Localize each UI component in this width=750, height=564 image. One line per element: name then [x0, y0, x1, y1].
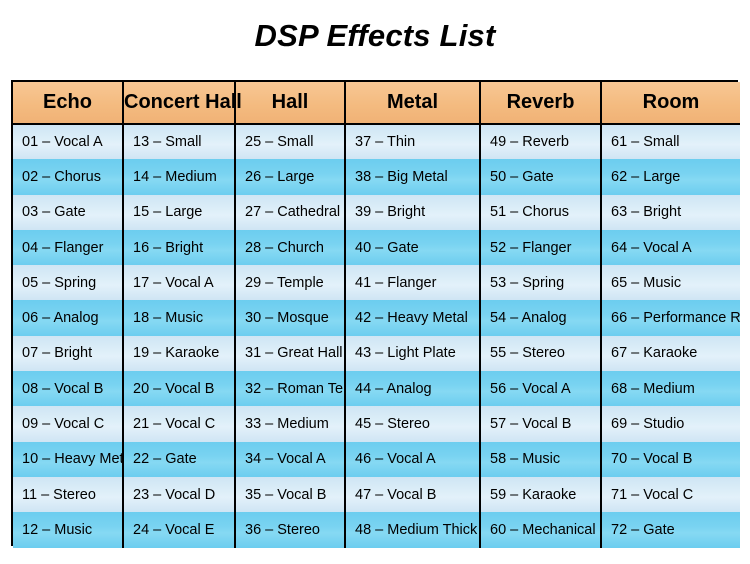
- effect-cell: 36 – Stereo: [234, 512, 345, 548]
- effect-cell: 10 – Heavy Metal: [13, 441, 123, 477]
- effect-cell: 62 – Large: [600, 159, 740, 195]
- table-row: 07 – Bright 19 – Karaoke 31 – Great Hall 43…: [13, 335, 740, 372]
- dsp-effects-table: Echo Concert Hall Hall Metal Reverb Room…: [13, 82, 740, 548]
- table-row: 02 – Chorus 14 – Medium 26 – Large 38 – Big…: [13, 159, 740, 195]
- effect-cell: 23 – Vocal D: [122, 476, 235, 513]
- effect-cell: 02 – Chorus: [13, 159, 123, 195]
- table-row: 11 – Stereo 23 – Vocal D 35 – Vocal B 47 – …: [13, 476, 740, 513]
- effect-cell: 69 – Studio: [600, 406, 740, 442]
- table-row: 01 – Vocal A 13 – Small 25 – Small 37 – Thi…: [13, 124, 740, 160]
- effect-cell: 26 – Large: [234, 159, 345, 195]
- effect-cell: 37 – Thin: [344, 124, 480, 160]
- effect-cell: 59 – Karaoke: [479, 476, 601, 513]
- effect-cell: 18 – Music: [122, 300, 235, 336]
- effect-cell: 24 – Vocal E: [122, 512, 235, 548]
- table-header: Echo Concert Hall Hall Metal Reverb Room: [13, 82, 740, 125]
- effect-cell: 20 – Vocal B: [122, 371, 235, 407]
- effect-cell: 41 – Flanger: [344, 265, 480, 301]
- effect-cell: 15 – Large: [122, 194, 235, 230]
- effect-cell: 61 – Small: [600, 124, 740, 160]
- effect-cell: 54 – Analog: [479, 300, 601, 336]
- effect-cell: 57 – Vocal B: [479, 406, 601, 442]
- effect-cell: 30 – Mosque: [234, 300, 345, 336]
- effect-cell: 22 – Gate: [122, 441, 235, 477]
- effect-cell: 64 – Vocal A: [600, 229, 740, 266]
- table-row: 09 – Vocal C 21 – Vocal C 33 – Medium 45 – …: [13, 406, 740, 442]
- effect-cell: 63 – Bright: [600, 194, 740, 230]
- effect-cell: 38 – Big Metal: [344, 159, 480, 195]
- effect-cell: 71 – Vocal C: [600, 476, 740, 513]
- effect-cell: 67 – Karaoke: [600, 335, 740, 372]
- table-row: 06 – Analog 18 – Music 30 – Mosque 42 – Hea…: [13, 300, 740, 336]
- effect-cell: 55 – Stereo: [479, 335, 601, 372]
- table-body: 01 – Vocal A 13 – Small 25 – Small 37 – Thi…: [13, 124, 740, 548]
- effect-cell: 06 – Analog: [13, 300, 123, 336]
- effect-cell: 09 – Vocal C: [13, 406, 123, 442]
- column-header-metal: Metal: [344, 82, 480, 125]
- effect-cell: 12 – Music: [13, 512, 123, 548]
- effect-cell: 17 – Vocal A: [122, 265, 235, 301]
- effect-cell: 19 – Karaoke: [122, 335, 235, 372]
- effect-cell: 44 – Analog: [344, 371, 480, 407]
- effect-cell: 27 – Cathedral: [234, 194, 345, 230]
- column-header-room: Room: [600, 82, 740, 125]
- effect-cell: 48 – Medium Thick: [344, 512, 480, 548]
- page-title: DSP Effects List: [254, 18, 496, 53]
- effect-cell: 25 – Small: [234, 124, 345, 160]
- effect-cell: 28 – Church: [234, 229, 345, 266]
- effect-cell: 03 – Gate: [13, 194, 123, 230]
- effect-cell: 47 – Vocal B: [344, 476, 480, 513]
- effect-cell: 46 – Vocal A: [344, 441, 480, 477]
- effect-cell: 42 – Heavy Metal: [344, 300, 480, 336]
- effect-cell: 39 – Bright: [344, 194, 480, 230]
- table-row: 03 – Gate 15 – Large 27 – Cathedral 39 – Br…: [13, 194, 740, 230]
- column-header-reverb: Reverb: [479, 82, 601, 125]
- effect-cell: 29 – Temple: [234, 265, 345, 301]
- effect-cell: 43 – Light Plate: [344, 335, 480, 372]
- effect-cell: 60 – Mechanical: [479, 512, 601, 548]
- effect-cell: 49 – Reverb: [479, 124, 601, 160]
- effect-cell: 16 – Bright: [122, 229, 235, 266]
- table-row: 08 – Vocal B20 – Vocal B32 – Roman Templ…: [13, 371, 740, 407]
- effect-cell: 35 – Vocal B: [234, 476, 345, 513]
- effect-cell: 51 – Chorus: [479, 194, 601, 230]
- effect-cell: 21 – Vocal C: [122, 406, 235, 442]
- effect-cell: 50 – Gate: [479, 159, 601, 195]
- effect-cell: 70 – Vocal B: [600, 441, 740, 477]
- effect-cell: 14 – Medium: [122, 159, 235, 195]
- effect-cell: 07 – Bright: [13, 335, 123, 372]
- effect-cell: 11 – Stereo: [13, 476, 123, 513]
- column-header-concert-hall: Concert Hall: [122, 82, 242, 125]
- effect-cell: 32 – Roman Temple: [234, 371, 345, 407]
- effect-cell: 40 – Gate: [344, 229, 480, 266]
- effect-cell: 33 – Medium: [234, 406, 345, 442]
- effect-cell: 66 – Performance Room: [600, 300, 740, 336]
- effect-cell: 45 – Stereo: [344, 406, 480, 442]
- effect-cell: 58 – Music: [479, 441, 601, 477]
- effect-cell: 56 – Vocal A: [479, 371, 601, 407]
- effect-cell: 05 – Spring: [13, 265, 123, 301]
- effect-cell: 65 – Music: [600, 265, 740, 301]
- effect-cell: 53 – Spring: [479, 265, 601, 301]
- table-header-row: Echo Concert Hall Hall Metal Reverb Room: [13, 82, 740, 125]
- column-header-echo: Echo: [13, 82, 123, 125]
- effect-cell: 04 – Flanger: [13, 229, 123, 266]
- effect-cell: 34 – Vocal A: [234, 441, 345, 477]
- effect-cell: 68 – Medium: [600, 371, 740, 407]
- effect-cell: 01 – Vocal A: [13, 124, 123, 160]
- effect-cell: 31 – Great Hall: [234, 335, 345, 372]
- effect-cell: 13 – Small: [122, 124, 235, 160]
- table-row: 05 – Spring 17 – Vocal A 29 – Temple 41 – F…: [13, 265, 740, 301]
- effect-cell: 72 – Gate: [600, 512, 740, 548]
- effect-cell: 08 – Vocal B: [13, 371, 123, 407]
- effect-cell: 52 – Flanger: [479, 229, 601, 266]
- column-header-hall: Hall: [234, 82, 345, 125]
- dsp-effects-table-container: Echo Concert Hall Hall Metal Reverb Room…: [11, 80, 740, 548]
- table-row: 04 – Flanger 16 – Bright 28 – Church 40 – G…: [13, 229, 740, 266]
- table-row: 12 – Music 24 – Vocal E 36 – Stereo 48 – Me…: [13, 512, 740, 548]
